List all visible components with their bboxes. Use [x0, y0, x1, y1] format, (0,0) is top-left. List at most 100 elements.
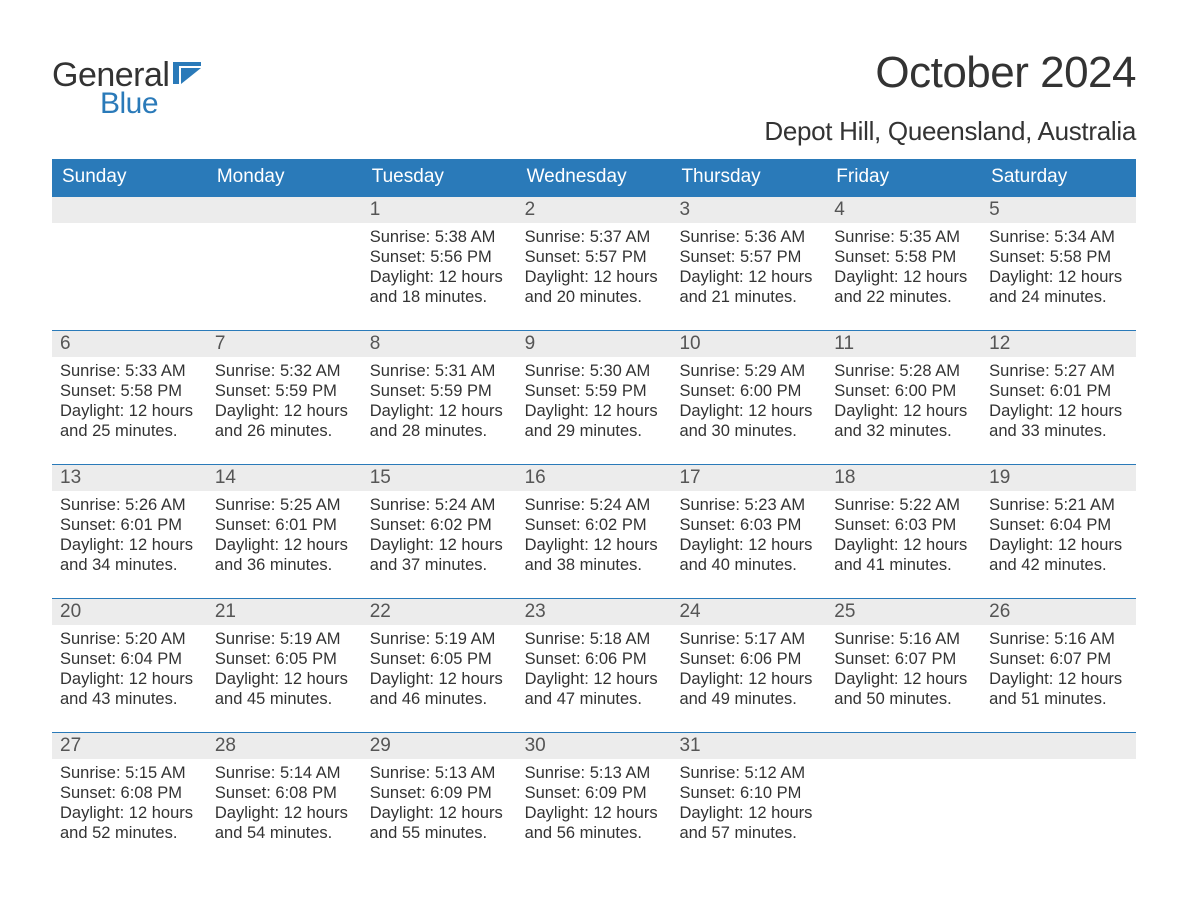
day-daylight1: Daylight: 12 hours: [525, 267, 664, 287]
day-cell: 29Sunrise: 5:13 AMSunset: 6:09 PMDayligh…: [362, 732, 517, 866]
day-daylight2: and 30 minutes.: [679, 421, 818, 441]
day-daylight2: and 20 minutes.: [525, 287, 664, 307]
day-number: 15: [362, 465, 517, 491]
day-body: Sunrise: 5:35 AMSunset: 5:58 PMDaylight:…: [826, 223, 981, 314]
day-number: 24: [671, 599, 826, 625]
day-daylight2: and 46 minutes.: [370, 689, 509, 709]
day-number: 4: [826, 197, 981, 223]
day-sunrise: Sunrise: 5:38 AM: [370, 227, 509, 247]
day-cell: 19Sunrise: 5:21 AMSunset: 6:04 PMDayligh…: [981, 464, 1136, 598]
day-daylight2: and 43 minutes.: [60, 689, 199, 709]
day-daylight2: and 28 minutes.: [370, 421, 509, 441]
day-cell: 3Sunrise: 5:36 AMSunset: 5:57 PMDaylight…: [671, 196, 826, 330]
day-sunset: Sunset: 6:03 PM: [679, 515, 818, 535]
day-daylight2: and 24 minutes.: [989, 287, 1128, 307]
day-number: 21: [207, 599, 362, 625]
day-body: Sunrise: 5:19 AMSunset: 6:05 PMDaylight:…: [362, 625, 517, 716]
day-daylight2: and 29 minutes.: [525, 421, 664, 441]
empty-day-bar: [207, 197, 362, 223]
day-cell: 20Sunrise: 5:20 AMSunset: 6:04 PMDayligh…: [52, 598, 207, 732]
day-sunrise: Sunrise: 5:13 AM: [370, 763, 509, 783]
day-cell: [52, 196, 207, 330]
day-daylight2: and 49 minutes.: [679, 689, 818, 709]
day-sunset: Sunset: 6:05 PM: [370, 649, 509, 669]
day-number: 23: [517, 599, 672, 625]
day-sunrise: Sunrise: 5:35 AM: [834, 227, 973, 247]
day-cell: 2Sunrise: 5:37 AMSunset: 5:57 PMDaylight…: [517, 196, 672, 330]
weekday-header: Monday: [207, 159, 362, 196]
day-body: Sunrise: 5:34 AMSunset: 5:58 PMDaylight:…: [981, 223, 1136, 314]
day-sunset: Sunset: 5:59 PM: [370, 381, 509, 401]
day-daylight1: Daylight: 12 hours: [989, 401, 1128, 421]
day-daylight2: and 34 minutes.: [60, 555, 199, 575]
day-daylight2: and 40 minutes.: [679, 555, 818, 575]
weekday-header: Wednesday: [517, 159, 672, 196]
day-daylight1: Daylight: 12 hours: [989, 669, 1128, 689]
weekday-header-row: SundayMondayTuesdayWednesdayThursdayFrid…: [52, 159, 1136, 196]
day-daylight2: and 52 minutes.: [60, 823, 199, 843]
day-body: Sunrise: 5:16 AMSunset: 6:07 PMDaylight:…: [826, 625, 981, 716]
day-number: 20: [52, 599, 207, 625]
day-daylight1: Daylight: 12 hours: [60, 401, 199, 421]
day-daylight2: and 57 minutes.: [679, 823, 818, 843]
day-body: Sunrise: 5:20 AMSunset: 6:04 PMDaylight:…: [52, 625, 207, 716]
day-cell: 9Sunrise: 5:30 AMSunset: 5:59 PMDaylight…: [517, 330, 672, 464]
day-body: Sunrise: 5:31 AMSunset: 5:59 PMDaylight:…: [362, 357, 517, 448]
day-sunset: Sunset: 6:07 PM: [834, 649, 973, 669]
day-number: 9: [517, 331, 672, 357]
day-sunrise: Sunrise: 5:29 AM: [679, 361, 818, 381]
day-number: 19: [981, 465, 1136, 491]
day-daylight2: and 41 minutes.: [834, 555, 973, 575]
week-row: 1Sunrise: 5:38 AMSunset: 5:56 PMDaylight…: [52, 196, 1136, 330]
day-daylight1: Daylight: 12 hours: [989, 535, 1128, 555]
day-sunset: Sunset: 6:04 PM: [989, 515, 1128, 535]
day-number: 31: [671, 733, 826, 759]
day-sunset: Sunset: 5:59 PM: [525, 381, 664, 401]
day-sunrise: Sunrise: 5:20 AM: [60, 629, 199, 649]
day-number: 2: [517, 197, 672, 223]
day-cell: 31Sunrise: 5:12 AMSunset: 6:10 PMDayligh…: [671, 732, 826, 866]
day-sunset: Sunset: 5:58 PM: [989, 247, 1128, 267]
day-daylight1: Daylight: 12 hours: [370, 401, 509, 421]
day-cell: 21Sunrise: 5:19 AMSunset: 6:05 PMDayligh…: [207, 598, 362, 732]
day-daylight2: and 42 minutes.: [989, 555, 1128, 575]
day-sunrise: Sunrise: 5:34 AM: [989, 227, 1128, 247]
day-sunset: Sunset: 6:09 PM: [525, 783, 664, 803]
day-sunrise: Sunrise: 5:36 AM: [679, 227, 818, 247]
day-sunrise: Sunrise: 5:13 AM: [525, 763, 664, 783]
day-sunrise: Sunrise: 5:31 AM: [370, 361, 509, 381]
day-daylight1: Daylight: 12 hours: [834, 267, 973, 287]
day-body: Sunrise: 5:33 AMSunset: 5:58 PMDaylight:…: [52, 357, 207, 448]
day-sunset: Sunset: 5:56 PM: [370, 247, 509, 267]
day-daylight2: and 56 minutes.: [525, 823, 664, 843]
day-daylight2: and 21 minutes.: [679, 287, 818, 307]
day-sunrise: Sunrise: 5:16 AM: [989, 629, 1128, 649]
day-sunset: Sunset: 6:06 PM: [679, 649, 818, 669]
weekday-header: Tuesday: [362, 159, 517, 196]
day-daylight2: and 51 minutes.: [989, 689, 1128, 709]
day-daylight1: Daylight: 12 hours: [370, 535, 509, 555]
week-row: 13Sunrise: 5:26 AMSunset: 6:01 PMDayligh…: [52, 464, 1136, 598]
day-daylight2: and 26 minutes.: [215, 421, 354, 441]
day-sunset: Sunset: 6:10 PM: [679, 783, 818, 803]
day-sunrise: Sunrise: 5:22 AM: [834, 495, 973, 515]
day-number: 5: [981, 197, 1136, 223]
day-cell: 10Sunrise: 5:29 AMSunset: 6:00 PMDayligh…: [671, 330, 826, 464]
day-body: Sunrise: 5:14 AMSunset: 6:08 PMDaylight:…: [207, 759, 362, 850]
day-body: Sunrise: 5:29 AMSunset: 6:00 PMDaylight:…: [671, 357, 826, 448]
day-cell: 30Sunrise: 5:13 AMSunset: 6:09 PMDayligh…: [517, 732, 672, 866]
day-sunrise: Sunrise: 5:26 AM: [60, 495, 199, 515]
day-body: Sunrise: 5:22 AMSunset: 6:03 PMDaylight:…: [826, 491, 981, 582]
day-number: 16: [517, 465, 672, 491]
day-body: Sunrise: 5:24 AMSunset: 6:02 PMDaylight:…: [517, 491, 672, 582]
day-sunrise: Sunrise: 5:24 AM: [370, 495, 509, 515]
day-daylight2: and 54 minutes.: [215, 823, 354, 843]
day-sunset: Sunset: 5:59 PM: [215, 381, 354, 401]
empty-day-bar: [826, 733, 981, 759]
month-title: October 2024: [764, 48, 1136, 98]
day-cell: 27Sunrise: 5:15 AMSunset: 6:08 PMDayligh…: [52, 732, 207, 866]
day-sunset: Sunset: 6:09 PM: [370, 783, 509, 803]
day-daylight2: and 18 minutes.: [370, 287, 509, 307]
day-sunrise: Sunrise: 5:37 AM: [525, 227, 664, 247]
day-cell: 25Sunrise: 5:16 AMSunset: 6:07 PMDayligh…: [826, 598, 981, 732]
